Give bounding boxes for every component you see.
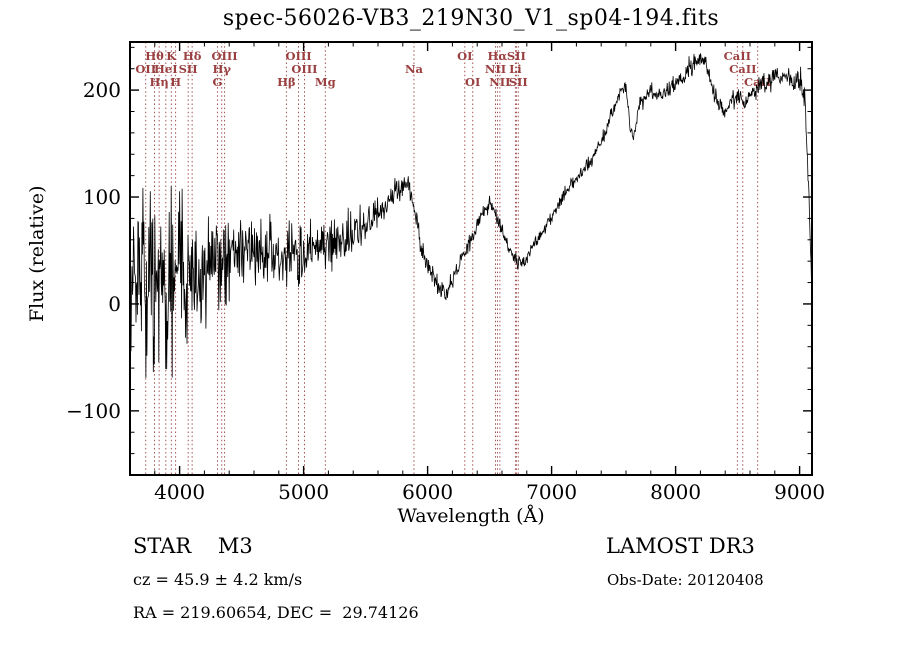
- spectral-line-label: Mg: [315, 75, 336, 89]
- spectrum-line: [130, 53, 812, 378]
- x-tick-label: 7000: [526, 480, 577, 504]
- plot-title: spec-56026-VB3_219N30_V1_sp04-194.fits: [222, 6, 720, 31]
- object-class-label: STAR M3: [133, 534, 253, 558]
- x-tick-label: 6000: [402, 480, 453, 504]
- spectral-line-label: OIII: [285, 49, 311, 63]
- y-tick-label: 100: [83, 185, 121, 209]
- spectral-line-label: CaII: [724, 49, 751, 63]
- spectral-line-label: CaII: [729, 62, 756, 76]
- spectral-line-label: Hγ: [213, 62, 232, 76]
- y-tick-label: 200: [83, 78, 121, 102]
- x-tick-label: 4000: [154, 480, 205, 504]
- spectral-line-label: Li: [509, 62, 522, 76]
- spectral-line-markers: OIIHθHηHeIKHSIIHδGHγOIIIHβOIIIOIIIMgNaOI…: [135, 42, 771, 475]
- x-tick-label: 5000: [278, 480, 329, 504]
- spectral-line-label: H: [170, 75, 181, 89]
- y-tick-label: −100: [66, 399, 121, 423]
- spectral-line-label: OI: [457, 49, 472, 63]
- spectral-line-label: OII: [135, 62, 156, 76]
- spectral-line-label: Hβ: [277, 75, 296, 89]
- spectral-line-label: Hα: [488, 49, 508, 63]
- spectral-line-label: SII: [179, 62, 198, 76]
- spectral-line-label: K: [166, 49, 177, 63]
- x-axis-label: Wavelength (Å): [397, 505, 545, 527]
- x-tick-label: 8000: [650, 480, 701, 504]
- obs-date-label: Obs-Date: 20120408: [607, 571, 764, 589]
- spectral-line-label: HeI: [154, 62, 178, 76]
- spectral-line-label: OIII: [291, 62, 317, 76]
- survey-label: LAMOST DR3: [606, 534, 755, 558]
- spectral-line-label: SII: [509, 75, 528, 89]
- plot-frame: [129, 41, 813, 476]
- spectral-line-label: Hδ: [183, 49, 202, 63]
- axes: 4000 5000 6000 7000 8000 9000 −100 0 100 200: [66, 41, 825, 504]
- spectral-line-label: OI: [465, 75, 480, 89]
- spectral-line-label: G: [213, 75, 223, 89]
- spectral-line-label: NII: [485, 62, 506, 76]
- spectral-line-label: Hθ: [145, 49, 164, 63]
- y-tick-label: 0: [108, 292, 121, 316]
- ra-dec-label: RA = 219.60654, DEC = 29.74126: [133, 603, 419, 622]
- redshift-velocity-label: cz = 45.9 ± 4.2 km/s: [133, 570, 303, 589]
- spectral-line-label: SII: [507, 49, 526, 63]
- spectral-line-label: Hη: [150, 75, 169, 89]
- y-axis-label: Flux (relative): [26, 185, 48, 323]
- spectral-line-label: NII: [489, 75, 510, 89]
- spectral-line-label: Na: [405, 62, 424, 76]
- spectral-line-label: OIII: [212, 49, 238, 63]
- x-tick-label: 9000: [774, 480, 825, 504]
